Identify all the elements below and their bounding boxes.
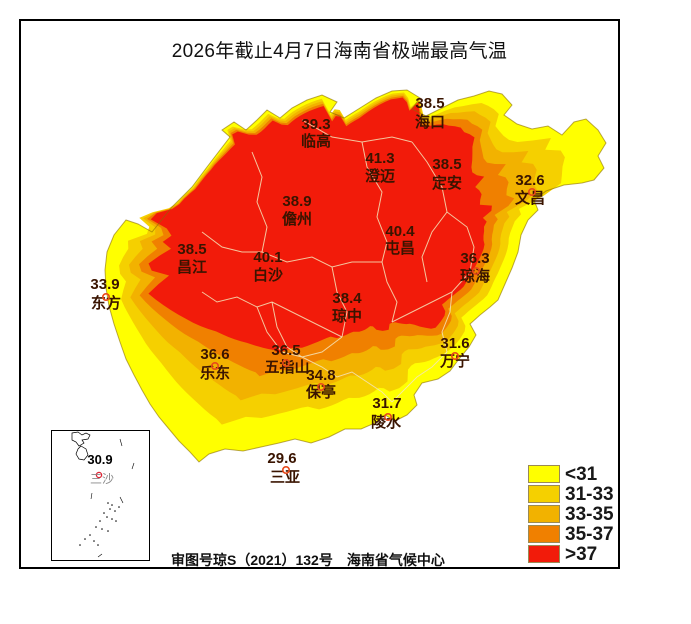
svg-text:文昌: 文昌 [515,189,545,207]
svg-text:琼中: 琼中 [332,307,362,325]
svg-text:31.6: 31.6 [440,335,469,352]
svg-text:36.6: 36.6 [200,346,229,363]
svg-text:三沙: 三沙 [90,472,114,486]
svg-text:38.4: 38.4 [332,290,362,307]
svg-text:三亚: 三亚 [270,469,300,486]
svg-text:定安: 定安 [432,174,462,192]
svg-text:33.9: 33.9 [90,276,119,293]
svg-text:乐东: 乐东 [200,364,230,382]
svg-text:琼海: 琼海 [460,267,490,285]
svg-text:临高: 临高 [301,132,331,150]
svg-text:36.5: 36.5 [271,342,300,359]
svg-text:保亭: 保亭 [305,383,336,401]
svg-text:陵水: 陵水 [371,413,402,431]
svg-text:38.5: 38.5 [432,156,461,173]
svg-text:东方: 东方 [91,294,121,312]
svg-text:34.8: 34.8 [306,367,335,384]
svg-text:40.1: 40.1 [253,249,282,266]
svg-text:40.4: 40.4 [385,223,415,240]
svg-text:38.9: 38.9 [282,193,311,210]
svg-text:38.5: 38.5 [177,241,206,258]
svg-text:38.5: 38.5 [415,95,444,112]
svg-text:屯昌: 屯昌 [385,239,415,257]
svg-text:39.3: 39.3 [301,116,330,133]
svg-text:36.3: 36.3 [460,250,489,267]
svg-text:昌江: 昌江 [177,258,207,276]
svg-text:海口: 海口 [415,113,445,131]
svg-text:白沙: 白沙 [253,266,283,284]
svg-text:32.6: 32.6 [515,172,544,189]
svg-text:儋州: 儋州 [282,210,312,228]
svg-text:41.3: 41.3 [365,150,394,167]
svg-text:万宁: 万宁 [439,352,470,370]
svg-text:31.7: 31.7 [372,395,401,412]
svg-text:29.6: 29.6 [267,450,296,467]
svg-text:30.9: 30.9 [87,452,112,467]
svg-text:澄迈: 澄迈 [365,167,395,185]
